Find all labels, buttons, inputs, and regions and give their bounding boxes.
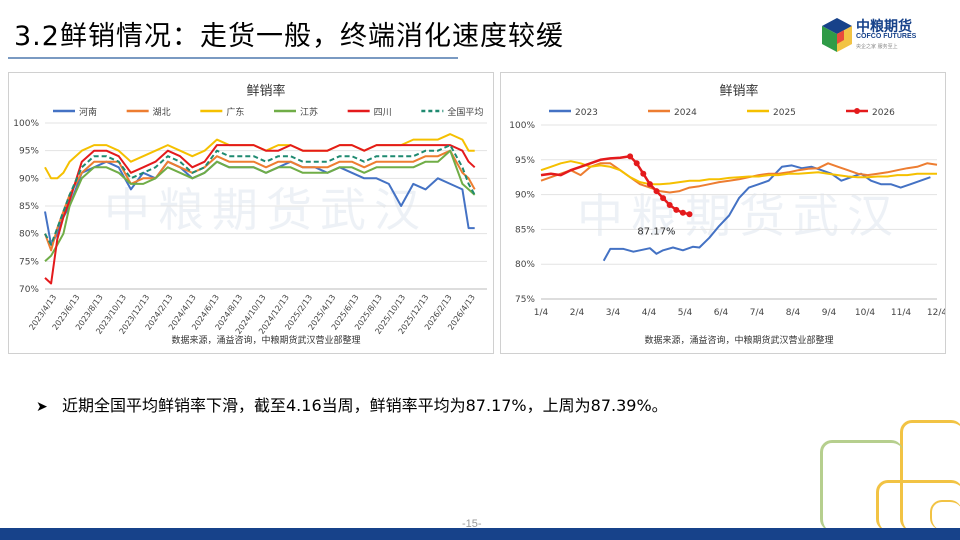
chart2-x-tick-label: 1/4 xyxy=(534,308,549,318)
chart2-series-line xyxy=(602,164,931,262)
chart1-legend-label: 湖北 xyxy=(153,107,171,118)
chart2-data-point xyxy=(633,160,640,167)
chart2-x-tick-label: 11/4 xyxy=(891,308,911,318)
chart2-title: 鲜销率 xyxy=(719,83,758,99)
chart2-y-tick-label: 100% xyxy=(509,121,535,131)
chart1-series-line xyxy=(44,149,476,263)
chart1-legend-label: 江苏 xyxy=(300,106,318,118)
page-number: -15- xyxy=(462,518,482,530)
summary-text: 近期全国平均鲜销率下滑，截至4.16当周，鲜销率平均为87.17%，上周为87.… xyxy=(62,396,668,415)
page-title: 3.2鲜销情况：走货一般，终端消化速度较缓 xyxy=(14,21,564,52)
chart1-y-tick-label: 100% xyxy=(13,119,39,129)
chart2-y-tick-label: 95% xyxy=(515,156,535,166)
chart1-legend-label: 四川 xyxy=(374,108,392,118)
chart-2-svg: 中粮期货武汉 鲜销率 75% 80% 85% 90% 95% 100% 1/4 2/4 3/4 4/4… xyxy=(509,83,945,346)
chart2-data-point xyxy=(679,209,686,216)
chart1-y-tick-label: 70% xyxy=(19,285,39,295)
chart2-x-tick-label: 9/4 xyxy=(822,308,837,318)
decoration-frame-gold-3 xyxy=(930,500,960,530)
chart1-legend-label: 广东 xyxy=(226,106,244,118)
chart1-y-tick-label: 90% xyxy=(19,174,39,184)
chart2-data-point xyxy=(627,153,634,160)
bottom-bar xyxy=(0,528,960,540)
chart-regional-fresh-sales-rate: 中粮期货武汉 鲜销率 70% 75% 80% 85% 90% 95% 100% 2023/4/13… xyxy=(8,72,494,354)
chart2-x-tick-label: 10/4 xyxy=(855,308,875,318)
chart2-legend-label: 2026 xyxy=(872,108,895,118)
logo-slogan-text: 央企之家 服务至上 xyxy=(856,44,898,50)
chart1-source-note: 数据来源，涌益咨询，中粮期货武汉营业部整理 xyxy=(171,334,360,346)
chart2-watermark: 中粮期货武汉 xyxy=(577,189,901,243)
chart2-x-tick-label: 12/4 xyxy=(927,308,945,318)
chart-yearly-fresh-sales-rate: 中粮期货武汉 鲜销率 75% 80% 85% 90% 95% 100% 1/4 2/4 3/4 4/4… xyxy=(500,72,946,354)
chart1-legend-label: 河南 xyxy=(79,106,97,118)
chart2-data-point xyxy=(673,206,680,213)
chart-1-svg: 中粮期货武汉鲜销率70%75%80%85%90%95%100%2023/4/13… xyxy=(13,83,487,346)
chart2-data-point xyxy=(653,188,660,195)
decoration-frame-gold-1 xyxy=(900,420,960,531)
chart2-y-tick-label: 85% xyxy=(515,225,535,235)
chart2-x-tick-label: 7/4 xyxy=(750,308,765,318)
chart1-y-tick-label: 85% xyxy=(19,202,39,212)
chart1-y-tick-label: 95% xyxy=(19,147,39,157)
chart2-series-line xyxy=(540,162,938,194)
logo-en-text: COFCO FUTURES xyxy=(856,33,917,40)
chart1-series-line xyxy=(44,149,476,252)
chart2-source-note: 数据来源，涌益咨询，中粮期货武汉营业部整理 xyxy=(644,334,833,346)
chart2-series-line xyxy=(540,160,937,186)
chart2-data-point xyxy=(666,202,673,209)
chart1-series-line xyxy=(44,144,476,285)
chart2-data-point xyxy=(646,181,653,188)
arrow-bullet-icon: ➤ xyxy=(36,399,48,415)
chart2-legend-label: 2025 xyxy=(773,108,796,118)
decoration-frame-gold-2 xyxy=(876,480,960,531)
chart2-data-point xyxy=(640,170,647,177)
chart2-data-point xyxy=(686,211,693,218)
chart2-y-tick-label: 90% xyxy=(515,191,535,201)
chart2-data-point xyxy=(660,195,667,202)
chart2-y-tick-label: 75% xyxy=(515,295,535,305)
chart1-watermark: 中粮期货武汉 xyxy=(104,183,428,237)
logo-cube-icon xyxy=(822,18,852,52)
summary-bullet: ➤ 近期全国平均鲜销率下滑，截至4.16当周，鲜销率平均为87.17%，上周为87… xyxy=(36,392,668,416)
decoration-frame-green xyxy=(820,440,903,531)
chart2-x-tick-label: 2/4 xyxy=(570,308,585,318)
chart1-series-line xyxy=(44,144,476,246)
chart2-legend-label: 2024 xyxy=(674,108,697,118)
chart1-y-tick-label: 75% xyxy=(19,257,39,267)
chart2-data-label: 87.17% xyxy=(637,226,675,237)
chart2-x-tick-label: 8/4 xyxy=(786,308,801,318)
chart2-legend-label: 2023 xyxy=(575,108,598,118)
chart2-x-tick-label: 6/4 xyxy=(714,308,729,318)
logo-cn-text: 中粮期货 xyxy=(856,19,912,35)
chart1-title: 鲜销率 xyxy=(246,83,285,99)
cofco-futures-logo: 中粮期货 COFCO FUTURES 央企之家 服务至上 xyxy=(820,16,940,54)
chart2-y-tick-label: 80% xyxy=(515,260,535,270)
chart2-x-tick-label: 5/4 xyxy=(678,308,693,318)
chart2-x-tick-label: 3/4 xyxy=(606,308,621,318)
title-underline xyxy=(8,57,458,59)
chart1-legend-label: 全国平均 xyxy=(447,106,483,118)
chart1-y-tick-label: 80% xyxy=(19,230,39,240)
chart2-x-tick-label: 4/4 xyxy=(642,308,657,318)
chart2-legend-marker xyxy=(854,108,860,114)
